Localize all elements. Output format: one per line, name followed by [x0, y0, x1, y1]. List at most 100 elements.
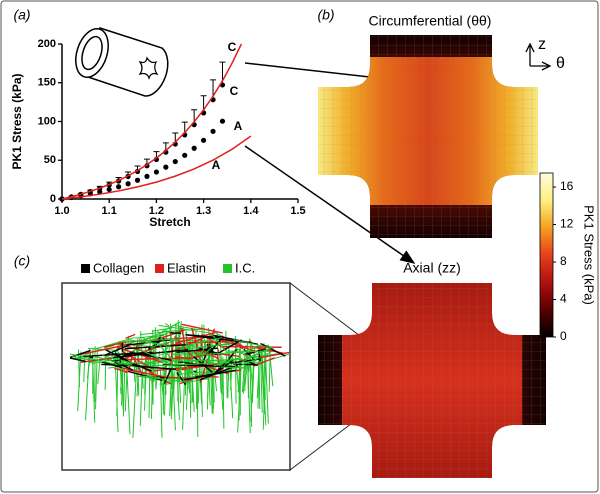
fiber: [163, 368, 172, 385]
fiber: [169, 336, 207, 354]
fiber: [159, 343, 198, 356]
fiber: [130, 351, 172, 361]
fiber: [175, 332, 216, 344]
fiber: [188, 342, 229, 350]
fiber: [136, 375, 188, 383]
fiber: [219, 339, 258, 353]
data-point: [97, 189, 103, 195]
fiber: [196, 374, 199, 438]
panel-label: (c): [14, 253, 30, 269]
data-point: [201, 137, 207, 143]
data-point: [191, 145, 197, 151]
fiber: [95, 356, 136, 368]
colorbar-tick-label: 12: [560, 217, 574, 231]
fiber: [260, 354, 263, 413]
fiber: [154, 365, 200, 372]
fiber: [102, 361, 122, 369]
heatmap: [318, 35, 538, 238]
fiber: [77, 351, 82, 412]
fiber: [176, 362, 224, 371]
fiber: [88, 361, 95, 365]
data-point: [134, 177, 141, 183]
fiber: [228, 348, 238, 360]
fiber: [169, 332, 182, 335]
fiber: [180, 327, 186, 345]
mesh: [318, 35, 538, 238]
fiber: [115, 363, 177, 371]
fiber: [175, 331, 179, 394]
heatmap-title: Circumferential (θθ): [369, 13, 492, 29]
colorbar-tick-label: 8: [560, 254, 567, 268]
fiber: [127, 369, 168, 378]
fiber: [140, 349, 169, 363]
data-point: [219, 118, 226, 124]
fiber: [233, 339, 274, 349]
data-point: [163, 164, 169, 170]
data-point: [182, 152, 188, 158]
colorbar-tick-label: 16: [560, 179, 574, 193]
fiber: [177, 366, 183, 381]
fiber: [114, 367, 128, 373]
fiber: [114, 357, 119, 433]
legend-swatch: [223, 264, 232, 273]
fiber: [263, 343, 266, 400]
colorbar: [539, 172, 554, 338]
fiber: [209, 360, 213, 414]
y-tick-label: 100: [38, 115, 56, 127]
direction-indicator: z θ: [525, 36, 565, 72]
fiber: [113, 358, 123, 363]
arrow: [244, 145, 416, 264]
fiber: [102, 355, 134, 364]
fiber: [238, 348, 241, 421]
fiber: [214, 339, 242, 356]
fiber: [124, 344, 186, 350]
tube-icon: [75, 27, 169, 97]
fiber: [132, 362, 138, 438]
y-tick-label: 150: [38, 77, 56, 89]
fiber: [95, 348, 98, 410]
y-tick-label: 0: [50, 193, 56, 205]
fiber: [125, 333, 136, 340]
panel-label: (b): [317, 7, 334, 23]
fiber: [69, 353, 118, 365]
fiber: [181, 347, 183, 351]
x-tick-label: 1.3: [196, 205, 211, 217]
legend-swatch: [155, 264, 164, 273]
fiber: [233, 350, 259, 359]
fiber: [220, 366, 247, 369]
fiber: [176, 372, 187, 386]
annotation: C: [230, 84, 239, 98]
colorbar-tick-label: 4: [560, 292, 567, 306]
fiber: [248, 361, 259, 367]
fiber: [239, 358, 247, 362]
fiber: [148, 355, 200, 365]
y-tick-label: 50: [44, 154, 56, 166]
fiber: [104, 340, 129, 348]
fiber: [213, 357, 241, 367]
fiber: [135, 334, 163, 339]
fiber: [158, 343, 175, 363]
fiber: [139, 368, 143, 426]
colorbar-label: PK1 Stress (kPa): [582, 205, 597, 305]
mesh: [318, 283, 546, 478]
axis-direction: θ: [556, 55, 565, 72]
fiber: [261, 347, 267, 426]
panel-label: (a): [13, 7, 30, 23]
legend-label: Elastin: [167, 260, 206, 275]
fiber: [157, 330, 169, 350]
y-axis-label: PK1 Stress (kPa): [10, 73, 24, 169]
fiber: [139, 330, 166, 342]
fiber: [213, 365, 218, 392]
heatmaps: [318, 35, 546, 478]
model-line: [61, 43, 243, 200]
fiber: [112, 348, 189, 359]
x-tick-label: 1.0: [54, 205, 69, 217]
model-line: [61, 135, 252, 200]
heatmap: [318, 283, 546, 478]
fiber: [219, 352, 224, 410]
fiber: [121, 338, 176, 343]
fiber: [137, 331, 172, 348]
legend-label: Collagen: [93, 260, 144, 275]
x-tick-label: 1.4: [243, 205, 259, 217]
